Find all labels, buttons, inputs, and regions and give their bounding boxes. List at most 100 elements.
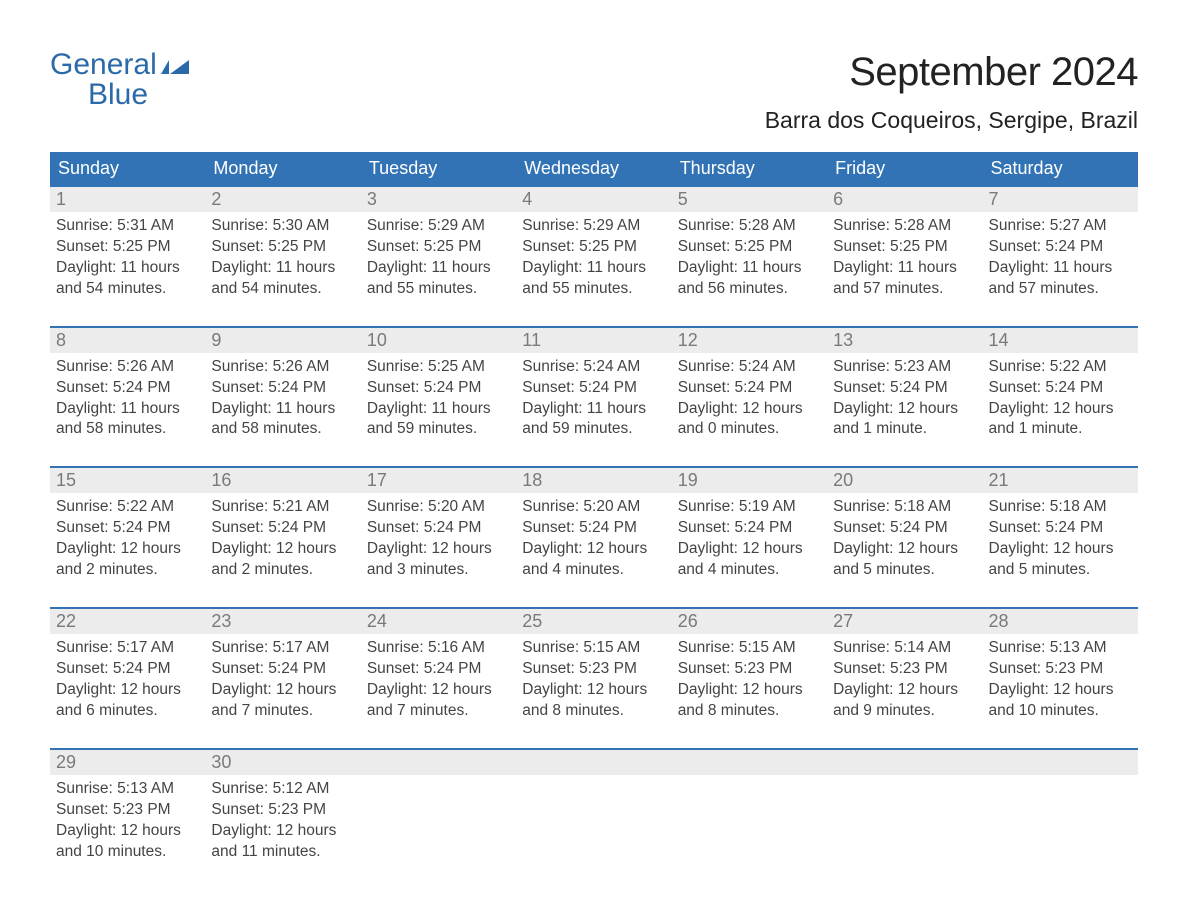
daylight-line: Daylight: 11 hours and 59 minutes. [522, 399, 665, 441]
day-number: 22 [50, 609, 205, 634]
sunrise-line: Sunrise: 5:19 AM [678, 497, 821, 518]
sunset-line: Sunset: 5:24 PM [367, 659, 510, 680]
sunset-line: Sunset: 5:25 PM [678, 237, 821, 258]
sunrise-line: Sunrise: 5:28 AM [678, 216, 821, 237]
sunset-line: Sunset: 5:25 PM [522, 237, 665, 258]
day-number: 28 [983, 609, 1138, 634]
logo-line1: General [50, 50, 189, 80]
day-cell: Sunrise: 5:17 AMSunset: 5:24 PMDaylight:… [205, 634, 360, 726]
daylight-line: Daylight: 11 hours and 58 minutes. [211, 399, 354, 441]
day-number: 16 [205, 468, 360, 493]
daylight-line: Daylight: 12 hours and 8 minutes. [522, 680, 665, 722]
day-number: 4 [516, 187, 671, 212]
day-number: 20 [827, 468, 982, 493]
daylight-line: Daylight: 12 hours and 2 minutes. [211, 539, 354, 581]
month-title: September 2024 [765, 50, 1138, 95]
day-cell: Sunrise: 5:21 AMSunset: 5:24 PMDaylight:… [205, 493, 360, 585]
daylight-line: Daylight: 12 hours and 1 minute. [833, 399, 976, 441]
week-row: 2930Sunrise: 5:13 AMSunset: 5:23 PMDayli… [50, 748, 1138, 867]
day-cell: Sunrise: 5:20 AMSunset: 5:24 PMDaylight:… [516, 493, 671, 585]
daylight-line: Daylight: 12 hours and 10 minutes. [989, 680, 1132, 722]
sunrise-line: Sunrise: 5:29 AM [522, 216, 665, 237]
daylight-line: Daylight: 12 hours and 3 minutes. [367, 539, 510, 581]
weeks-container: 1234567 Sunrise: 5:31 AM Sunset: 5:25 PM Da… [50, 185, 1138, 866]
day-number: 25 [516, 609, 671, 634]
day-number: 5 [672, 187, 827, 212]
sunrise-line: Sunrise: 5:27 AM [989, 216, 1132, 237]
day-cell: Sunrise: 5:23 AMSunset: 5:24 PMDaylight:… [827, 353, 982, 445]
calendar: Sunday Monday Tuesday Wednesday Thursday… [50, 152, 1138, 866]
sunrise-line: Sunrise: 5:25 AM [367, 357, 510, 378]
sunset-line: Sunset: 5:23 PM [522, 659, 665, 680]
location-text: Barra dos Coqueiros, Sergipe, Brazil [765, 107, 1138, 134]
sunset-line: Sunset: 5:24 PM [211, 378, 354, 399]
day-cell: Sunrise: 5:17 AMSunset: 5:24 PMDaylight:… [50, 634, 205, 726]
sunrise-line: Sunrise: 5:23 AM [833, 357, 976, 378]
day-cell: Sunrise: 5:26 AMSunset: 5:24 PMDaylight:… [205, 353, 360, 445]
week-row: 15161718192021Sunrise: 5:22 AMSunset: 5:… [50, 466, 1138, 585]
day-number-row: 22232425262728 [50, 609, 1138, 634]
sunset-line: Sunset: 5:24 PM [989, 237, 1132, 258]
daylight-line: Daylight: 12 hours and 4 minutes. [678, 539, 821, 581]
day-cell: Sunrise: 5:27 AMSunset: 5:24 PMDaylight:… [983, 212, 1138, 304]
day-cell: Sunrise: 5:24 AMSunset: 5:24 PMDaylight:… [516, 353, 671, 445]
day-number: 9 [205, 328, 360, 353]
day-cell: Sunrise: 5:18 AMSunset: 5:24 PMDaylight:… [983, 493, 1138, 585]
day-cell: Sunrise: 5:24 AMSunset: 5:24 PMDaylight:… [672, 353, 827, 445]
dow-monday: Monday [205, 152, 360, 185]
day-number: 13 [827, 328, 982, 353]
logo-word1: General [50, 50, 157, 80]
day-number: 15 [50, 468, 205, 493]
daylight-line: Daylight: 11 hours and 55 minutes. [367, 258, 510, 300]
day-number: 11 [516, 328, 671, 353]
dow-wednesday: Wednesday [516, 152, 671, 185]
daylight-line: Daylight: 12 hours and 9 minutes. [833, 680, 976, 722]
header: General Blue September 2024 Barra dos Co… [50, 50, 1138, 144]
daylight-line: Daylight: 12 hours and 1 minute. [989, 399, 1132, 441]
day-cell: Sunrise: 5:19 AMSunset: 5:24 PMDaylight:… [672, 493, 827, 585]
day-cell [827, 775, 982, 867]
day-cell: Sunrise: 5:22 AMSunset: 5:24 PMDaylight:… [983, 353, 1138, 445]
sunrise-line: Sunrise: 5:24 AM [522, 357, 665, 378]
sunset-line: Sunset: 5:24 PM [367, 518, 510, 539]
daylight-line: Daylight: 12 hours and 5 minutes. [989, 539, 1132, 581]
day-cell: Sunrise: 5:29 AMSunset: 5:25 PMDaylight:… [516, 212, 671, 304]
day-content-row: Sunrise: 5:17 AM Sunset: 5:24 PM Daylight:… [50, 634, 1138, 726]
sunset-line: Sunset: 5:24 PM [522, 378, 665, 399]
day-number [983, 750, 1138, 775]
day-number-row: 891011121314 [50, 328, 1138, 353]
sunrise-line: Sunrise: 5:20 AM [367, 497, 510, 518]
day-content-row: Sunrise: 5:26 AMSunset: 5:24 PMDaylight:… [50, 353, 1138, 445]
week-row: 891011121314Sunrise: 5:26 AMSunset: 5:24… [50, 326, 1138, 445]
day-number: 12 [672, 328, 827, 353]
sunrise-line: Sunrise: 5:26 AM [56, 357, 199, 378]
day-cell: Sunrise: 5:29 AMSunset: 5:25 PMDaylight:… [361, 212, 516, 304]
day-cell: Sunrise: 5:13 AMSunset: 5:23 PMDaylight:… [983, 634, 1138, 726]
sunset-line: Sunset: 5:24 PM [522, 518, 665, 539]
sunset-line: Sunset: 5:24 PM [56, 378, 199, 399]
sunset-line: Sunset: 5:24 PM [833, 518, 976, 539]
dow-tuesday: Tuesday [361, 152, 516, 185]
sunrise-line: Sunrise: 5:17 AM [56, 638, 199, 659]
day-content-row: Sunrise: 5:22 AMSunset: 5:24 PMDaylight:… [50, 493, 1138, 585]
day-cell: Sunrise: 5:28 AMSunset: 5:25 PMDaylight:… [672, 212, 827, 304]
day-number: 29 [50, 750, 205, 775]
day-number-row: 1234567 [50, 187, 1138, 212]
day-cell: Sunrise: 5:16 AMSunset: 5:24 PMDaylight:… [361, 634, 516, 726]
sunset-line: Sunset: 5:23 PM [211, 800, 354, 821]
sunrise-line: Sunrise: 5:29 AM [367, 216, 510, 237]
day-cell: Sunrise: 5:25 AMSunset: 5:24 PMDaylight:… [361, 353, 516, 445]
sunrise-line: Sunrise: 5:31 AM [56, 216, 199, 237]
sunset-line: Sunset: 5:24 PM [678, 518, 821, 539]
week-row: 1234567 Sunrise: 5:31 AM Sunset: 5:25 PM Da… [50, 185, 1138, 304]
sunrise-line: Sunrise: 5:22 AM [989, 357, 1132, 378]
daylight-line: Daylight: 12 hours and 10 minutes. [56, 821, 199, 863]
daylight-line: Daylight: 12 hours and 2 minutes. [56, 539, 199, 581]
sunrise-line: Sunrise: 5:18 AM [833, 497, 976, 518]
daylight-line: Daylight: 11 hours and 57 minutes. [989, 258, 1132, 300]
sunset-line: Sunset: 5:24 PM [833, 378, 976, 399]
sunrise-line: Sunrise: 5:14 AM [833, 638, 976, 659]
dow-thursday: Thursday [672, 152, 827, 185]
day-number [827, 750, 982, 775]
day-number [672, 750, 827, 775]
